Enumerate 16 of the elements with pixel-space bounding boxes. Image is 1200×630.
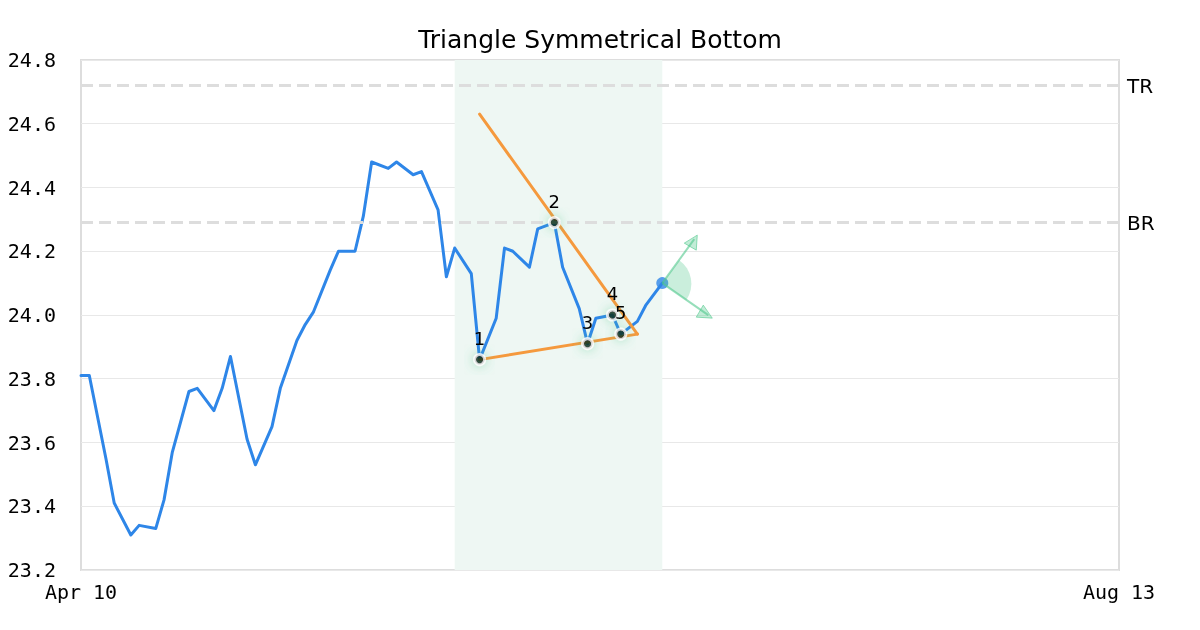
x-tick-label: Apr 10 <box>44 580 118 604</box>
y-tick-label: 24.4 <box>7 175 56 200</box>
chart-title: Triangle Symmetrical Bottom <box>417 25 782 54</box>
annotation: 2 <box>548 190 561 212</box>
y-tick-label: 24.8 <box>7 48 56 72</box>
ref-line-label: BR <box>1127 210 1155 235</box>
annotation: 3 <box>581 311 594 333</box>
x-tick-label: Aug 13 <box>1082 580 1156 604</box>
y-tick-label: 24.2 <box>7 239 56 264</box>
y-tick-label: 23.6 <box>7 430 56 455</box>
y-tick-label: 23.8 <box>7 366 56 391</box>
ref-line-label: TR <box>1126 73 1154 98</box>
y-tick-label: 23.4 <box>7 494 56 519</box>
y-tick-label: 23.2 <box>7 558 56 582</box>
y-tick-label: 24.6 <box>7 111 56 136</box>
y-tick-label: 24.0 <box>7 303 56 327</box>
